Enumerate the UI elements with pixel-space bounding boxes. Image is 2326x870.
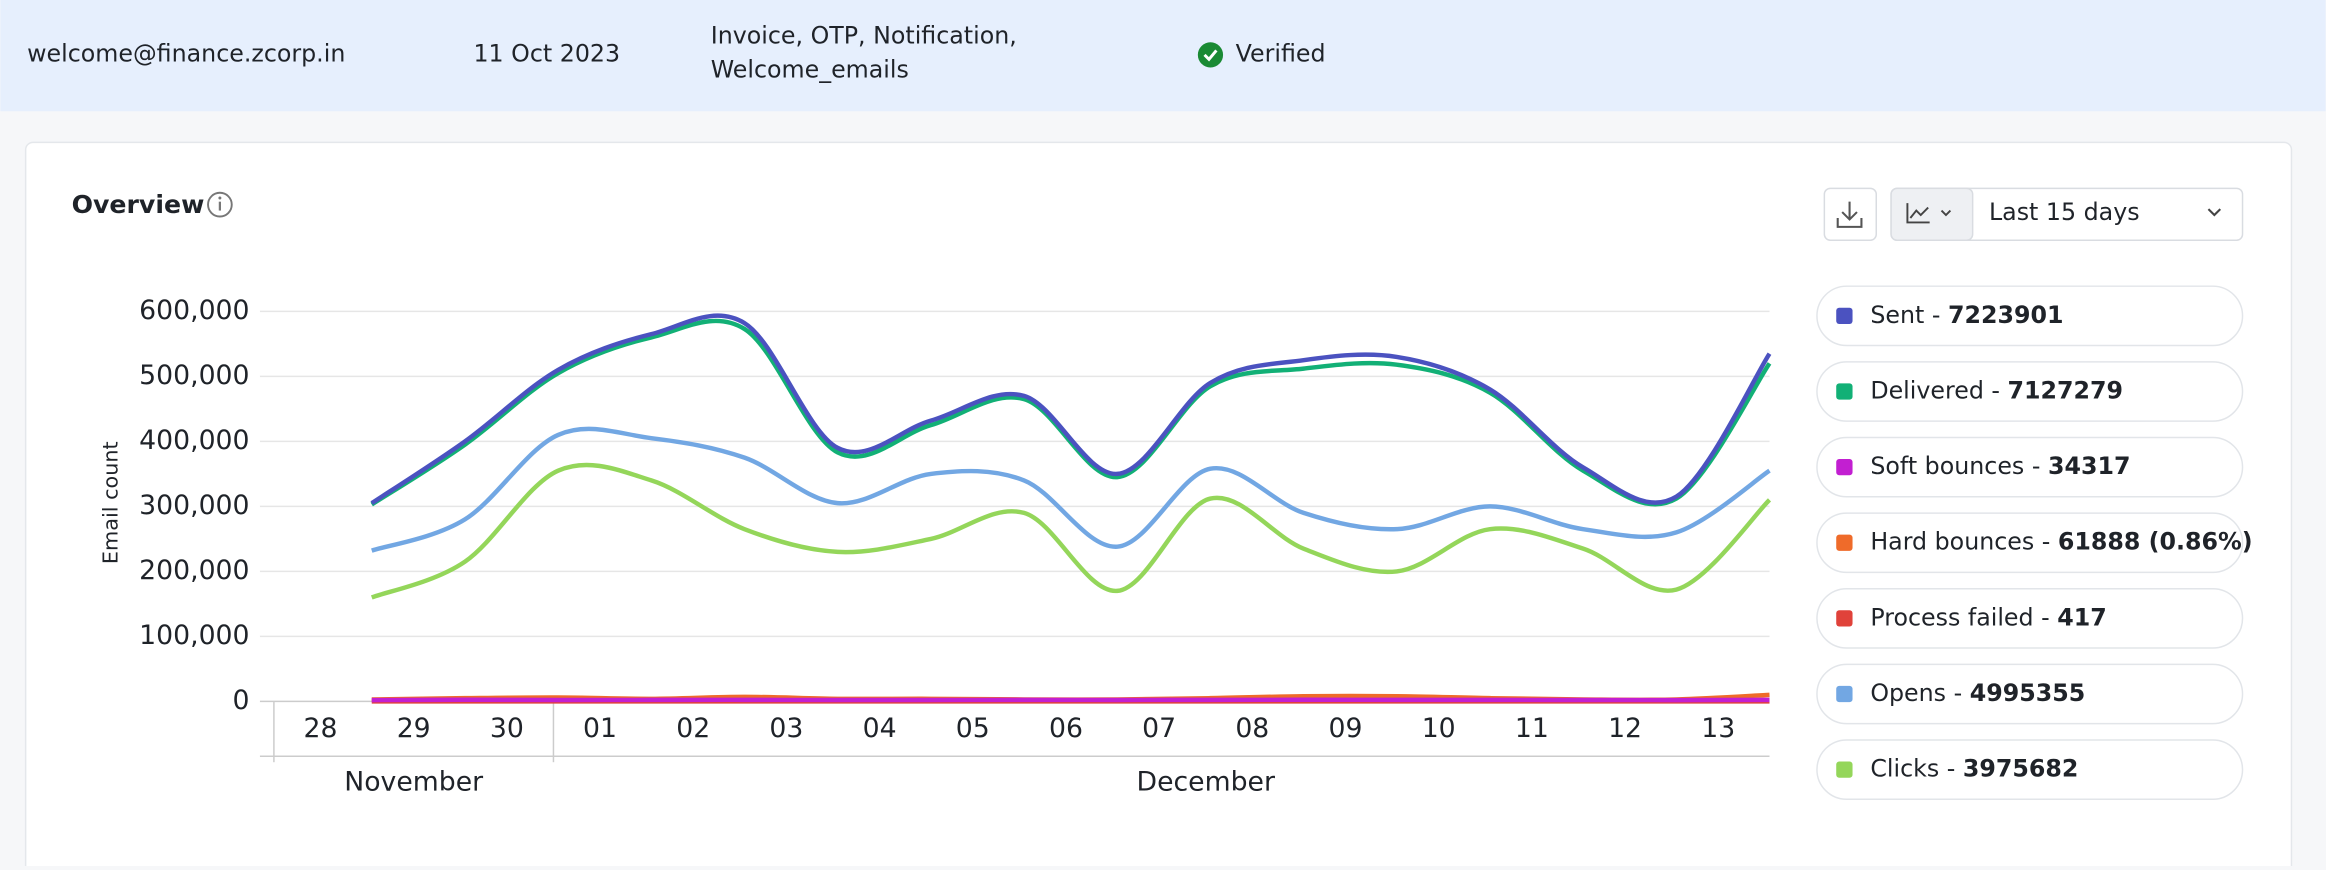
date: 11 Oct 2023: [473, 39, 620, 67]
x-tick-label: 30: [490, 713, 524, 744]
x-tick-label: 05: [956, 713, 990, 744]
y-tick-label: 500,000: [139, 360, 249, 391]
legend-swatch: [1836, 383, 1852, 399]
legend-separator: -: [2034, 603, 2058, 631]
y-tick-label: 0: [233, 685, 250, 716]
legend-name: Process failed: [1870, 603, 2033, 631]
sender-email: welcome@finance.zcorp.in: [27, 39, 345, 67]
x-tick-label: 11: [1515, 713, 1549, 744]
legend-name: Clicks: [1870, 754, 1939, 782]
info-icon-dot: [218, 196, 221, 199]
legend-text: Soft bounces - 34317: [1870, 452, 2130, 480]
legend-swatch: [1836, 610, 1852, 626]
verified-icon: [1198, 42, 1223, 67]
legend-name: Sent: [1870, 300, 1924, 328]
card-title: Overview: [72, 190, 205, 219]
y-tick-label: 400,000: [139, 425, 249, 456]
month-label: November: [344, 766, 483, 797]
legend-total: 7223901: [1948, 300, 2064, 328]
legend-name: Delivered: [1870, 376, 1984, 404]
legend-name: Soft bounces: [1870, 452, 2024, 480]
legend-total: 34317: [2048, 452, 2131, 480]
x-tick-label: 28: [304, 713, 338, 744]
legend-text: Sent - 7223901: [1870, 300, 2063, 328]
y-tick-label: 600,000: [139, 295, 249, 326]
x-tick-label: 10: [1422, 713, 1456, 744]
range-select[interactable]: Last 15 days: [1989, 198, 2140, 226]
x-tick-label: 08: [1235, 713, 1269, 744]
legend-separator: -: [2024, 452, 2048, 480]
chart-type-button[interactable]: [1891, 188, 1973, 240]
x-tick-label: 03: [769, 713, 803, 744]
x-tick-label: 12: [1608, 713, 1642, 744]
x-tick-label: 13: [1701, 713, 1735, 744]
x-tick-label: 06: [1049, 713, 1083, 744]
legend-separator: -: [2034, 527, 2058, 555]
legend-name: Opens: [1870, 678, 1946, 706]
legend-total: 61888 (0.86%): [2058, 527, 2253, 555]
legend-text: Clicks - 3975682: [1870, 754, 2078, 782]
legend-total: 3975682: [1963, 754, 2079, 782]
legend-total: 4995355: [1970, 678, 2086, 706]
header-bar: [0, 0, 2325, 111]
legend-name: Hard bounces: [1870, 527, 2034, 555]
y-tick-label: 200,000: [139, 555, 249, 586]
legend-total: 7127279: [2008, 376, 2124, 404]
legend-total: 417: [2057, 603, 2107, 631]
legend-swatch: [1836, 686, 1852, 702]
email-types: Welcome_emails: [711, 56, 909, 84]
legend-swatch: [1836, 535, 1852, 551]
legend-text: Delivered - 7127279: [1870, 376, 2123, 404]
legend-separator: -: [1939, 754, 1963, 782]
legend-separator: -: [1984, 376, 2008, 404]
email-types: Invoice, OTP, Notification,: [711, 22, 1017, 50]
status: Verified: [1236, 39, 1326, 67]
legend-text: Process failed - 417: [1870, 603, 2106, 631]
x-tick-label: 01: [583, 713, 617, 744]
legend-separator: -: [1924, 300, 1948, 328]
x-tick-label: 07: [1142, 713, 1176, 744]
x-tick-label: 29: [397, 713, 431, 744]
y-tick-label: 300,000: [139, 490, 249, 521]
legend-text: Hard bounces - 61888 (0.86%): [1870, 527, 2252, 555]
legend-text: Opens - 4995355: [1870, 678, 2085, 706]
x-tick-label: 04: [863, 713, 897, 744]
legend-separator: -: [1946, 678, 1970, 706]
legend-swatch: [1836, 459, 1852, 475]
month-label: December: [1137, 766, 1275, 797]
y-tick-label: 100,000: [139, 620, 249, 651]
legend-swatch: [1836, 761, 1852, 777]
x-tick-label: 09: [1329, 713, 1363, 744]
y-axis-label: Email count: [99, 441, 123, 564]
legend-swatch: [1836, 308, 1852, 324]
x-tick-label: 02: [676, 713, 710, 744]
